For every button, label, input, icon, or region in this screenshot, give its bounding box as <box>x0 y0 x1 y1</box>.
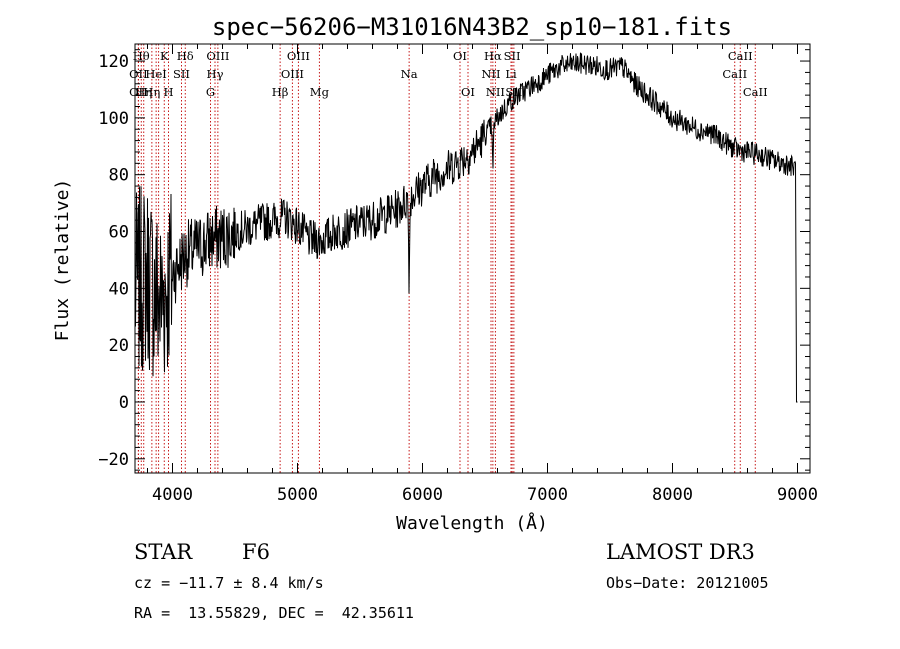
line-marker-label: Hδ <box>177 49 194 63</box>
line-marker-label: OII <box>129 67 148 81</box>
y-tick-label: 120 <box>98 52 129 72</box>
line-marker-label: Hθ <box>133 49 150 63</box>
line-marker-label: HeI <box>145 67 166 81</box>
line-marker-label: SII <box>173 67 190 81</box>
y-tick-label: 100 <box>98 109 129 129</box>
spectrum-line <box>134 52 798 403</box>
line-marker-label: CaII <box>728 49 753 63</box>
y-tick-label: −20 <box>98 450 129 470</box>
x-axis-label: Wavelength (Å) <box>396 512 548 534</box>
axis-tick-labels: 4000 5000 6000 7000 8000 9000 −20 0 20 40 60 80 100 1… <box>98 52 818 505</box>
line-marker-label: Hα <box>484 49 502 63</box>
x-tick-label: 8000 <box>652 485 693 505</box>
line-marker-label: OIII <box>281 67 304 81</box>
line-marker-label: Na <box>401 67 418 81</box>
y-axis-label: Flux (relative) <box>52 179 73 342</box>
spectral-line-labels: OIIOIIHθHηHηHeIKHSIIHδGHγOIIIHβOIIIOIIIM… <box>129 49 768 99</box>
x-tick-label: 4000 <box>152 485 193 505</box>
object-subclass: F6 <box>242 540 270 564</box>
x-tick-label: 5000 <box>277 485 318 505</box>
redshift-value: cz = −11.7 ± 8.4 km/s <box>134 574 324 592</box>
plot-frame <box>134 43 811 474</box>
axis-ticks <box>135 44 810 473</box>
line-marker-label: K <box>160 49 169 63</box>
y-tick-label: 40 <box>109 279 129 299</box>
coordinates: RA = 13.55829, DEC = 42.35611 <box>134 604 414 622</box>
y-tick-label: 0 <box>119 393 129 413</box>
line-marker-label: CaII <box>722 67 747 81</box>
line-marker-label: NII <box>486 85 505 99</box>
observation-date: Obs−Date: 20121005 <box>606 574 769 592</box>
line-marker-label: OI <box>461 85 475 99</box>
y-tick-label: 80 <box>109 166 129 186</box>
line-marker-label: SII <box>504 49 521 63</box>
x-tick-label: 6000 <box>402 485 443 505</box>
line-marker-label: CaII <box>743 85 768 99</box>
line-marker-label: H <box>163 85 173 99</box>
line-marker-label: OIII <box>287 49 310 63</box>
line-marker-label: NII <box>481 67 500 81</box>
x-tick-label: 7000 <box>527 485 568 505</box>
line-marker-label: OII <box>129 85 148 99</box>
object-class: STAR <box>134 540 193 564</box>
y-tick-label: 20 <box>109 336 129 356</box>
chart-title: spec−56206−M31016N43B2_sp10−181.fits <box>212 13 732 41</box>
line-marker-label: OI <box>453 49 467 63</box>
line-marker-label: Hβ <box>272 85 289 99</box>
line-marker-label: OIII <box>206 49 229 63</box>
line-marker-label: Li <box>505 67 517 81</box>
survey-name: LAMOST DR3 <box>606 540 755 564</box>
y-tick-label: 60 <box>109 223 129 243</box>
line-marker-label: Hη <box>143 85 160 99</box>
line-marker-label: Hγ <box>207 67 224 81</box>
spectral-line-markers <box>137 44 756 473</box>
x-tick-label: 9000 <box>777 485 818 505</box>
line-marker-label: Mg <box>310 85 330 99</box>
line-marker-label: G <box>206 85 215 99</box>
